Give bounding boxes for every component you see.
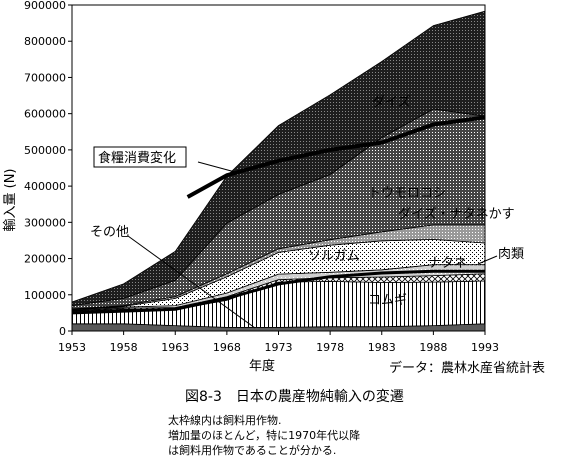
figure-caption: 図8-3 日本の農産物純輸入の変遷 [185, 389, 404, 405]
x-tick-label: 1973 [265, 341, 293, 354]
label-tomorokoshi: トウモロコシ [368, 186, 446, 201]
y-tick-label: 800000 [24, 35, 66, 48]
x-tick-label: 1993 [471, 341, 499, 354]
feed-bottom-line [71, 269, 485, 315]
y-tick-label: 200000 [24, 253, 66, 266]
y-tick-label: 0 [59, 325, 66, 338]
y-axis-label: 輸入量 (N) [3, 168, 18, 231]
y-tick-label: 600000 [24, 108, 66, 121]
x-axis-label: 年度 [249, 358, 275, 374]
label-nikurui: 肉類 [498, 247, 524, 262]
source-label: データ：農林水産省統計表 [389, 360, 545, 376]
label-sonota: その他 [90, 225, 129, 240]
x-tick-label: 1953 [58, 341, 86, 354]
x-tick-label: 1963 [161, 341, 189, 354]
sonota-leader [127, 235, 256, 329]
y-tick-label: 700000 [24, 71, 66, 84]
x-tick-label: 1983 [368, 341, 396, 354]
note-line-2: 増加量のほとんど，特に1970年代以降 [168, 429, 361, 442]
y-tick-label: 400000 [24, 180, 66, 193]
label-feed-change: 食糧消費変化 [98, 150, 176, 166]
note-line-1: 太枠線内は飼料用作物. [168, 414, 282, 427]
x-tick-label: 1978 [316, 341, 344, 354]
x-tick-label: 1958 [110, 341, 138, 354]
label-daizu: ダイズ [372, 94, 411, 110]
y-tick-label: 100000 [24, 289, 66, 302]
label-komugi: コムギ [368, 293, 407, 308]
note-line-3: は飼料用作物であることが分かる. [168, 444, 337, 457]
y-tick-label: 500000 [24, 144, 66, 157]
feed-crop-line [186, 115, 486, 199]
feed-change-leader [197, 161, 236, 173]
label-natane: ナタネ [428, 256, 467, 271]
label-sorugamu: ソルガム [308, 249, 360, 264]
y-tick-label: 300000 [24, 216, 66, 229]
label-daizu-natane-kasu: ダイズ・ナタネかす [398, 206, 515, 222]
x-tick-label: 1968 [213, 341, 241, 354]
y-tick-label: 900000 [24, 0, 66, 12]
label-feed-change-box [93, 146, 187, 168]
nikurui-leader [477, 255, 498, 265]
x-tick-label: 1988 [419, 341, 447, 354]
